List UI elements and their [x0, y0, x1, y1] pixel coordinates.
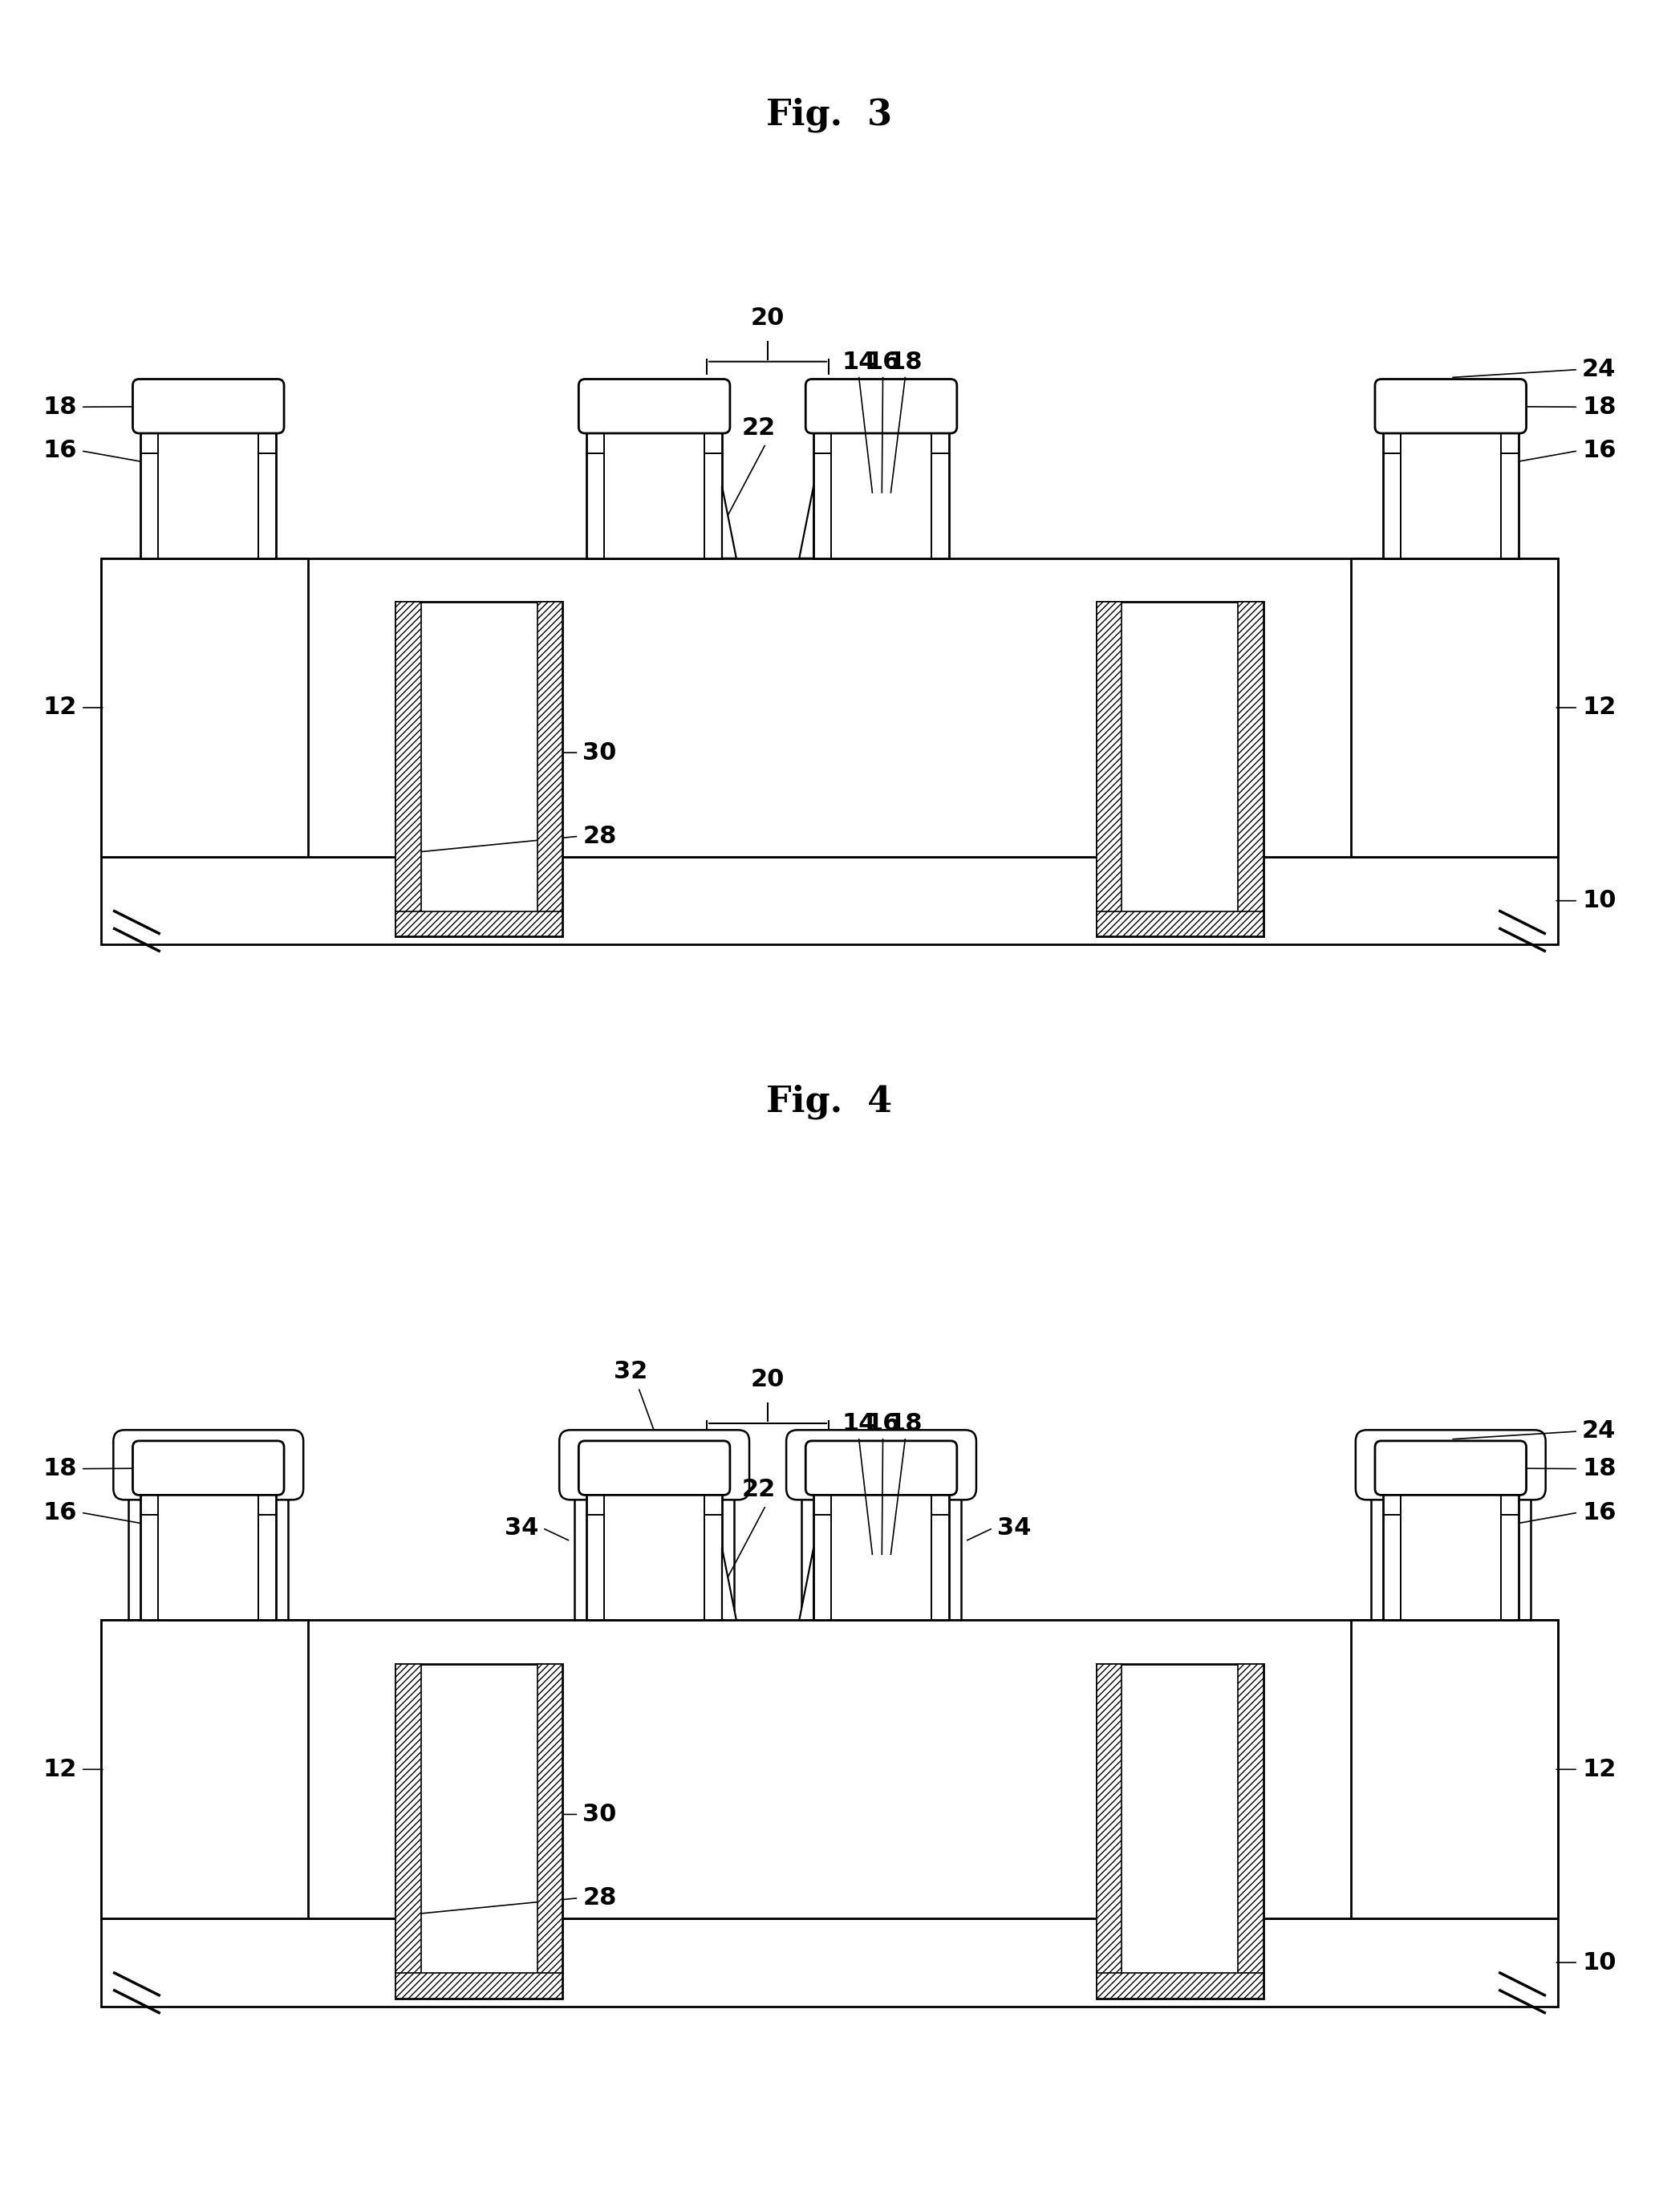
FancyBboxPatch shape: [786, 1429, 975, 1500]
Polygon shape: [722, 487, 737, 557]
FancyBboxPatch shape: [113, 1429, 304, 1500]
Text: 24: 24: [1583, 1420, 1616, 1442]
Text: 34: 34: [997, 1517, 1030, 1540]
Bar: [101, 1619, 1558, 1918]
Text: 20: 20: [752, 307, 785, 330]
Text: 18: 18: [1583, 1458, 1616, 1480]
Bar: [1097, 602, 1121, 936]
Bar: [395, 1663, 421, 1997]
Bar: [101, 1619, 309, 1918]
FancyBboxPatch shape: [1375, 1440, 1526, 1495]
Bar: [101, 557, 309, 856]
Bar: [1097, 1663, 1121, 1997]
Bar: [1350, 557, 1558, 856]
Bar: [101, 557, 1558, 856]
Text: 12: 12: [43, 1759, 76, 1781]
FancyBboxPatch shape: [1355, 1429, 1546, 1500]
Text: 30: 30: [582, 1803, 617, 1827]
Text: 16: 16: [1583, 440, 1616, 462]
Bar: [395, 602, 562, 936]
FancyBboxPatch shape: [806, 378, 957, 434]
Text: 32: 32: [614, 1360, 647, 1382]
Text: 12: 12: [1583, 1759, 1616, 1781]
Bar: [587, 427, 722, 557]
Bar: [538, 602, 562, 936]
FancyBboxPatch shape: [559, 1429, 750, 1500]
Text: 12: 12: [43, 697, 76, 719]
Text: 10: 10: [1583, 889, 1616, 911]
Text: 14: 14: [841, 1411, 876, 1436]
Bar: [538, 1663, 562, 1997]
FancyBboxPatch shape: [133, 1440, 284, 1495]
Bar: [1350, 1619, 1558, 1918]
Bar: [1097, 1973, 1264, 1997]
Text: 28: 28: [582, 1887, 617, 1909]
Text: 18: 18: [43, 1458, 76, 1480]
Bar: [1097, 911, 1264, 936]
Text: 16: 16: [866, 349, 899, 374]
Bar: [1097, 1663, 1264, 1997]
Bar: [1238, 1663, 1264, 1997]
Text: 16: 16: [43, 1502, 76, 1524]
Text: 10: 10: [1583, 1951, 1616, 1973]
FancyBboxPatch shape: [806, 1440, 957, 1495]
Text: 14: 14: [841, 349, 876, 374]
Bar: [813, 1489, 949, 1619]
Polygon shape: [800, 1548, 813, 1619]
Bar: [395, 602, 421, 936]
Bar: [141, 427, 275, 557]
Polygon shape: [800, 487, 813, 557]
Text: 22: 22: [742, 1478, 776, 1502]
Bar: [101, 856, 1558, 945]
Bar: [1097, 602, 1264, 936]
Text: 18: 18: [43, 396, 76, 418]
Text: 16: 16: [866, 1411, 899, 1436]
Text: 22: 22: [742, 416, 776, 440]
Bar: [101, 1918, 1558, 2006]
Text: 18: 18: [1583, 396, 1616, 418]
Bar: [395, 1973, 562, 1997]
Bar: [395, 1663, 562, 1997]
Text: 12: 12: [1583, 697, 1616, 719]
FancyBboxPatch shape: [133, 378, 284, 434]
Text: 18: 18: [888, 1411, 922, 1436]
Text: Fig.  3: Fig. 3: [766, 97, 893, 133]
Text: 24: 24: [1583, 358, 1616, 380]
Text: 34: 34: [504, 1517, 539, 1540]
Bar: [587, 1489, 722, 1619]
Text: Fig.  4: Fig. 4: [766, 1084, 893, 1119]
FancyBboxPatch shape: [579, 378, 730, 434]
Text: 30: 30: [582, 741, 617, 765]
Bar: [395, 911, 562, 936]
Text: 20: 20: [752, 1369, 785, 1391]
Bar: [1384, 1489, 1518, 1619]
Bar: [1238, 602, 1264, 936]
Bar: [1384, 427, 1518, 557]
Polygon shape: [722, 1548, 737, 1619]
FancyBboxPatch shape: [1375, 378, 1526, 434]
Text: 18: 18: [888, 349, 922, 374]
Bar: [141, 1489, 275, 1619]
Bar: [813, 427, 949, 557]
Text: 16: 16: [43, 440, 76, 462]
FancyBboxPatch shape: [579, 1440, 730, 1495]
Text: 16: 16: [1583, 1502, 1616, 1524]
Text: 28: 28: [582, 825, 617, 847]
